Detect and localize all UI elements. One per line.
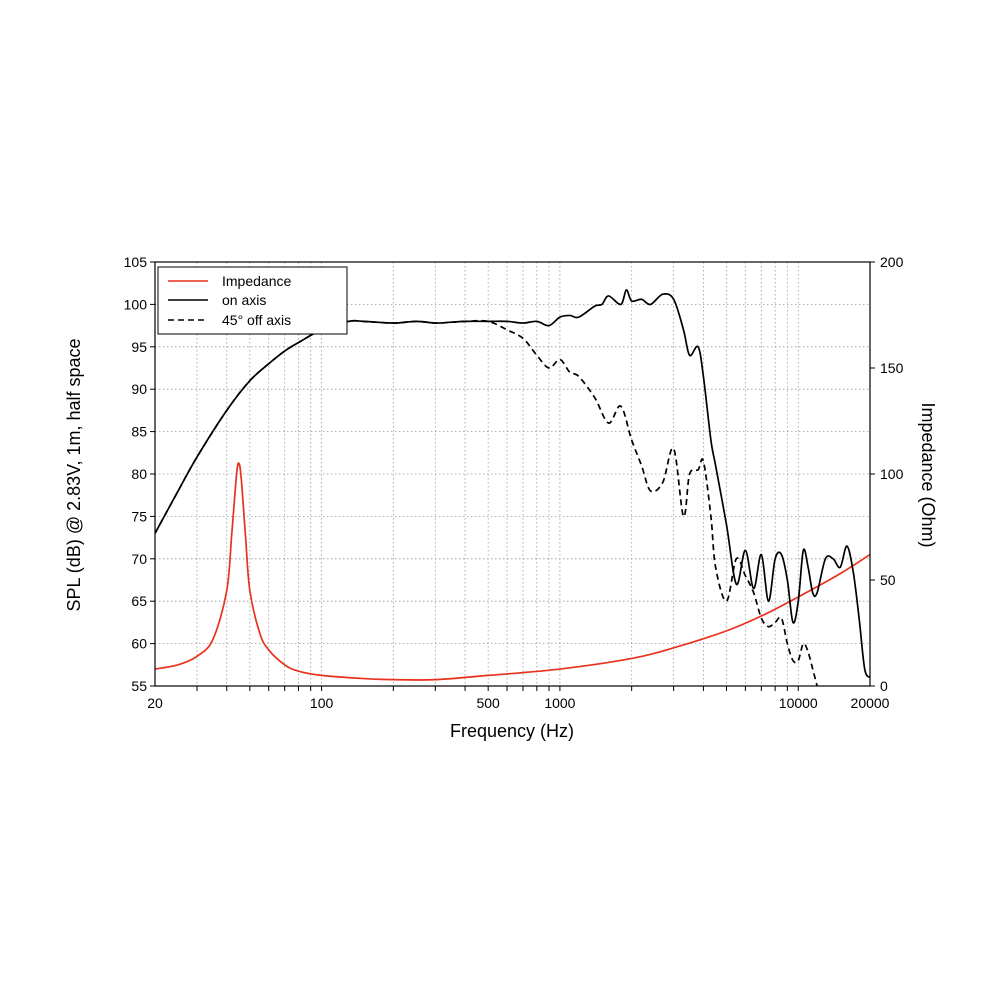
- x-tick-label: 20: [147, 695, 163, 711]
- y-tick-label: 85: [131, 424, 147, 440]
- y2-tick-label: 0: [880, 678, 888, 694]
- y-tick-label: 70: [131, 551, 147, 567]
- y-tick-label: 75: [131, 508, 147, 524]
- tick-labels: 55 60 65 70 75 80 85 90 95 100 105 0 50 100 150 200 20 10…: [124, 254, 904, 711]
- tick-marks: [150, 261, 875, 691]
- y-tick-label: 100: [124, 296, 148, 312]
- x-tick-label: 10000: [779, 695, 818, 711]
- y-tick-label: 95: [131, 339, 147, 355]
- legend-label-impedance: Impedance: [222, 273, 291, 289]
- y-tick-label: 90: [131, 381, 147, 397]
- y-tick-label: 105: [124, 254, 148, 270]
- y2-tick-label: 100: [880, 466, 904, 482]
- y-tick-label: 80: [131, 466, 147, 482]
- legend: Impedance on axis 45° off axis: [157, 266, 348, 335]
- y2-axis-title: Impedance (Ohm): [918, 402, 938, 547]
- grid-lines: [155, 262, 870, 686]
- y2-tick-label: 150: [880, 360, 904, 376]
- series-line-impedance: [155, 462, 870, 681]
- y2-tick-label: 200: [880, 254, 904, 270]
- x-tick-label: 1000: [544, 695, 575, 711]
- x-tick-label: 100: [310, 695, 334, 711]
- y-axis-title: SPL (dB) @ 2.83V, 1m, half space: [64, 338, 84, 611]
- x-axis-title: Frequency (Hz): [450, 721, 574, 741]
- y-tick-label: 65: [131, 593, 147, 609]
- y2-tick-label: 50: [880, 572, 896, 588]
- x-tick-label: 20000: [851, 695, 890, 711]
- x-tick-label: 500: [476, 695, 500, 711]
- y-tick-label: 55: [131, 678, 147, 694]
- legend-label-on-axis: on axis: [222, 292, 266, 308]
- legend-label-off-axis: 45° off axis: [222, 312, 291, 328]
- y-tick-label: 60: [131, 636, 147, 652]
